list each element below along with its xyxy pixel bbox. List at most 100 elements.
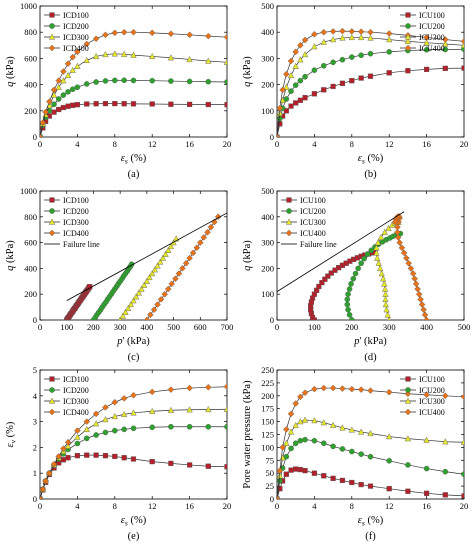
data-point-icd100	[51, 109, 57, 115]
data-point-icd200	[121, 426, 127, 433]
y-tick-label: 500	[261, 186, 274, 196]
legend-marker-icu400	[404, 408, 412, 416]
data-point-icd400	[204, 228, 211, 236]
legend-label: ICD200	[63, 207, 89, 216]
data-point-icu400	[311, 31, 318, 38]
data-point-icu400	[277, 133, 281, 137]
data-point-icu100	[316, 283, 322, 290]
data-point-icu400	[277, 104, 284, 112]
data-point-icd200	[186, 78, 193, 85]
data-point-icu300	[329, 421, 337, 428]
data-point-icd300	[149, 407, 156, 414]
data-point-icd400	[147, 311, 154, 319]
data-point-icu100	[424, 490, 430, 496]
y-axis-symbol: ε	[5, 442, 16, 447]
data-point-icu300	[358, 34, 365, 41]
data-point-icu400	[411, 275, 418, 283]
data-point-icu200	[350, 275, 357, 282]
x-tick-label: 400	[140, 322, 153, 332]
y-tick-label: 0	[33, 132, 37, 142]
legend-marker-icd300	[48, 33, 56, 40]
data-point-icu400	[348, 385, 356, 393]
panel-caption: (b)	[364, 169, 377, 180]
data-point-icd400	[200, 234, 208, 241]
data-point-icd400	[205, 32, 212, 40]
data-point-icu200	[288, 445, 294, 452]
x-tick-label: 16	[185, 139, 194, 149]
data-point-icu100	[288, 103, 294, 109]
x-tick-label: 0	[275, 139, 279, 149]
x-tick-label: 0	[38, 501, 42, 511]
x-tick-label: 0	[275, 501, 279, 511]
y-axis-symbol: q	[5, 82, 16, 87]
data-point-icu200	[442, 468, 449, 475]
data-point-icd200	[224, 79, 227, 85]
data-point-icu300	[460, 438, 464, 445]
data-point-icu400	[407, 265, 415, 272]
data-point-icu200	[352, 270, 359, 277]
legend-label: ICU100	[419, 11, 445, 20]
data-point-icu200	[348, 281, 354, 287]
data-point-icu300	[404, 435, 412, 442]
y-tick-label: 25	[266, 481, 275, 491]
data-point-icu100	[349, 479, 355, 486]
x-axis-unit: (%)	[365, 153, 384, 164]
x-tick-label: 20	[223, 139, 232, 149]
data-point-icu200	[344, 296, 351, 303]
y-tick-label: 125	[261, 430, 274, 440]
data-point-icd200	[168, 423, 174, 430]
data-point-icu300	[329, 36, 337, 43]
data-point-icu400	[283, 426, 290, 433]
legend-label: ICD100	[63, 375, 89, 384]
data-point-icd400	[182, 259, 190, 267]
data-point-icd100	[186, 101, 193, 107]
data-point-icu300	[297, 56, 304, 63]
data-point-icu400	[405, 259, 412, 267]
y-axis-symbol: q	[5, 266, 16, 271]
data-point-icd300	[127, 301, 134, 308]
data-point-icd300	[143, 277, 150, 284]
data-point-icu400	[287, 410, 295, 418]
data-point-icu300	[283, 439, 290, 446]
series-line-icd300	[40, 408, 227, 499]
data-point-icu400	[287, 57, 295, 65]
data-point-icu400	[279, 444, 286, 451]
plot-area	[277, 211, 430, 320]
data-point-icu300	[382, 295, 389, 302]
data-point-icu100	[424, 66, 430, 73]
data-point-icu200	[423, 46, 430, 53]
data-point-icu200	[367, 50, 374, 57]
data-point-icd300	[74, 433, 81, 440]
y-tick-label: 0	[33, 494, 37, 504]
data-point-icu300	[374, 239, 382, 246]
data-point-icu300	[320, 38, 327, 45]
legend-marker-icu100	[405, 376, 411, 382]
y-tick-label: 4	[33, 391, 38, 401]
y-axis-subscript: v	[9, 439, 18, 443]
data-point-icu300	[367, 430, 374, 437]
data-point-icu300	[377, 264, 384, 271]
data-point-icd100	[130, 456, 137, 462]
y-tick-label: 200	[24, 289, 37, 299]
data-point-icu200	[292, 440, 299, 447]
data-point-icd100	[70, 102, 76, 108]
data-point-icd400	[83, 418, 91, 425]
data-point-icu300	[320, 419, 327, 426]
data-point-icd100	[74, 102, 81, 108]
data-point-icu100	[367, 483, 374, 489]
data-point-icu300	[367, 34, 374, 41]
data-point-icd200	[224, 423, 227, 430]
legend: ICD100 ICD200 ICD300 ICD400 Failure line	[44, 196, 100, 249]
x-tick-label: 4	[312, 501, 317, 511]
legend-marker-icu200	[405, 387, 411, 393]
legend-label: ICD100	[63, 196, 89, 205]
x-tick-label: 400	[420, 322, 433, 332]
data-point-icu100	[277, 121, 283, 127]
data-point-icd100	[84, 452, 90, 458]
data-point-icu400	[320, 384, 328, 392]
y-axis-unit: (kPa)	[242, 56, 253, 82]
data-point-icu400	[417, 296, 424, 303]
data-point-icd300	[223, 405, 227, 412]
x-tick-label: 200	[345, 322, 358, 332]
